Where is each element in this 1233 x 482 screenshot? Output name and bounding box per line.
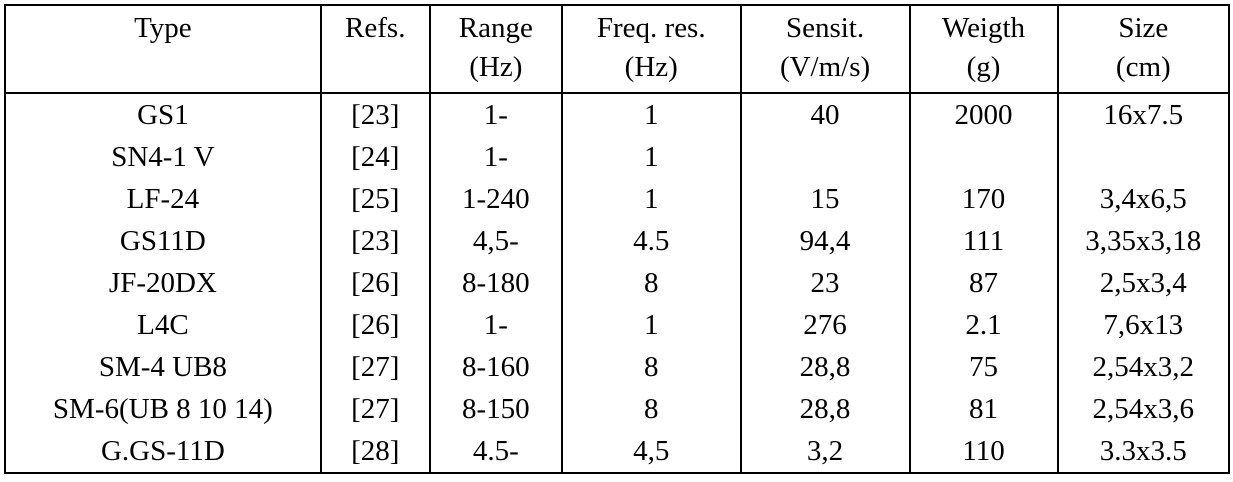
- table-cell: 1: [560, 178, 742, 220]
- table-cell: 40: [739, 93, 911, 136]
- table-cell: [23]: [319, 93, 431, 136]
- table-cell: 3.3x3.5: [1056, 430, 1231, 473]
- table-cell: 8-150: [428, 388, 563, 430]
- table-cell: [28]: [319, 430, 431, 473]
- table-cell: 3,2: [739, 430, 911, 473]
- table-cell: [25]: [319, 178, 431, 220]
- table-cell: 1: [560, 304, 742, 346]
- table-cell: 2000: [908, 93, 1059, 136]
- table-cell: 1: [560, 93, 742, 136]
- col-header-sensit: Sensit. (V/m/s): [739, 5, 911, 94]
- table-row-gs1: GS1 [23] 1- 1 40 2000 16x7.5: [4, 93, 1231, 136]
- table-cell: SM-6(UB 8 10 14): [4, 388, 322, 430]
- table-cell: L4C: [4, 304, 322, 346]
- col-header-range: Range (Hz): [428, 5, 563, 94]
- table-cell: 3,4x6,5: [1056, 178, 1231, 220]
- table-cell: 111: [908, 220, 1059, 262]
- table-cell: 28,8: [739, 388, 911, 430]
- table-cell: 1: [560, 136, 742, 178]
- col-label: Type: [134, 12, 192, 44]
- col-header-refs: Refs.: [319, 5, 431, 94]
- table-cell: [27]: [319, 346, 431, 388]
- table-cell: 8: [560, 388, 742, 430]
- col-unit: (Hz): [624, 51, 678, 83]
- table-cell: 8: [560, 346, 742, 388]
- table-row-g-gs-11d: G.GS-11D [28] 4.5- 4,5 3,2 110 3.3x3.5: [4, 430, 1231, 473]
- col-label: Sensit.: [785, 12, 865, 44]
- col-unit: (g): [966, 51, 1001, 83]
- table-row-lf-24: LF-24 [25] 1-240 1 15 170 3,4x6,5: [4, 178, 1231, 220]
- col-label: Weigth: [942, 12, 1026, 44]
- table-cell: [24]: [319, 136, 431, 178]
- table-cell: 110: [908, 430, 1059, 473]
- table-cell: 2,54x3,2: [1056, 346, 1231, 388]
- table-cell: [908, 136, 1059, 178]
- geophone-specs-table: Type Refs. Range (Hz) Freq. res. (Hz) Se…: [4, 4, 1231, 474]
- table-row-sn4-1-v: SN4-1 V [24] 1- 1: [4, 136, 1231, 178]
- table-cell: [26]: [319, 262, 431, 304]
- table-cell: 7,6x13: [1056, 304, 1231, 346]
- table-cell: SM-4 UB8: [4, 346, 322, 388]
- table-cell: 3,35x3,18: [1056, 220, 1231, 262]
- table-cell: [1056, 136, 1231, 178]
- table-cell: 23: [739, 262, 911, 304]
- table-cell: 75: [908, 346, 1059, 388]
- table-cell: [26]: [319, 304, 431, 346]
- table-row-sm-6: SM-6(UB 8 10 14) [27] 8-150 8 28,8 81 2,…: [4, 388, 1231, 430]
- table-cell: 1-240: [428, 178, 563, 220]
- col-unit: (cm): [1115, 51, 1171, 83]
- table-cell: 8-160: [428, 346, 563, 388]
- table-cell: GS1: [4, 93, 322, 136]
- col-label: Refs.: [345, 12, 406, 44]
- table-cell: 4,5-: [428, 220, 563, 262]
- col-label: Freq. res.: [596, 12, 706, 44]
- table-row-gs11d: GS11D [23] 4,5- 4.5 94,4 111 3,35x3,18: [4, 220, 1231, 262]
- table-cell: 4,5: [560, 430, 742, 473]
- table-cell: 16x7.5: [1056, 93, 1231, 136]
- table-row-jf-20dx: JF-20DX [26] 8-180 8 23 87 2,5x3,4: [4, 262, 1231, 304]
- table-cell: 2,5x3,4: [1056, 262, 1231, 304]
- table-cell: [23]: [319, 220, 431, 262]
- table-cell: 1-: [428, 304, 563, 346]
- col-label: Size: [1118, 12, 1169, 44]
- table-cell: [739, 136, 911, 178]
- table-row-sm-4-ub8: SM-4 UB8 [27] 8-160 8 28,8 75 2,54x3,2: [4, 346, 1231, 388]
- table-cell: 81: [908, 388, 1059, 430]
- col-header-type: Type: [4, 5, 322, 94]
- table-cell: G.GS-11D: [4, 430, 322, 473]
- table-cell: 1-: [428, 93, 563, 136]
- col-header-weigth: Weigth (g): [908, 5, 1059, 94]
- table-cell: 8-180: [428, 262, 563, 304]
- table-cell: [27]: [319, 388, 431, 430]
- col-unit: [323, 47, 428, 88]
- table-cell: 1-: [428, 136, 563, 178]
- table-cell: 4.5-: [428, 430, 563, 473]
- table-cell: SN4-1 V: [4, 136, 322, 178]
- col-unit: [7, 47, 319, 88]
- col-unit: (V/m/s): [779, 51, 871, 83]
- table-cell: LF-24: [4, 178, 322, 220]
- table-cell: 276: [739, 304, 911, 346]
- table-cell: 4.5: [560, 220, 742, 262]
- table-cell: 2.1: [908, 304, 1059, 346]
- table-cell: 28,8: [739, 346, 911, 388]
- col-unit: (Hz): [469, 51, 523, 83]
- table-cell: GS11D: [4, 220, 322, 262]
- table-cell: 170: [908, 178, 1059, 220]
- table-row-l4c: L4C [26] 1- 1 276 2.1 7,6x13: [4, 304, 1231, 346]
- table-cell: 2,54x3,6: [1056, 388, 1231, 430]
- table-cell: 87: [908, 262, 1059, 304]
- table-cell: 8: [560, 262, 742, 304]
- table-cell: 94,4: [739, 220, 911, 262]
- col-label: Range: [458, 12, 533, 44]
- col-header-freq-res: Freq. res. (Hz): [560, 5, 742, 94]
- table-cell: JF-20DX: [4, 262, 322, 304]
- table-cell: 15: [739, 178, 911, 220]
- header-row: Type Refs. Range (Hz) Freq. res. (Hz) Se…: [4, 5, 1231, 94]
- col-header-size: Size (cm): [1056, 5, 1231, 94]
